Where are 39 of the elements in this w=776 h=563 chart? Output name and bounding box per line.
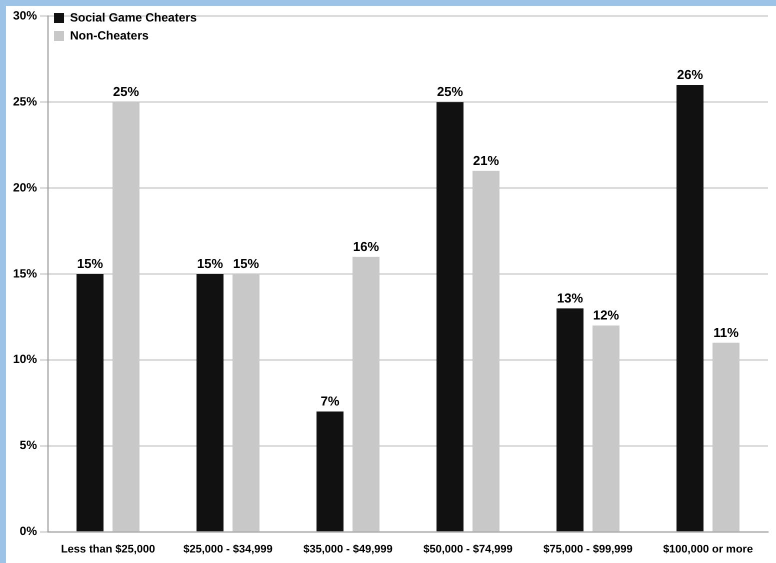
- x-tick-label: Less than $25,000: [60, 543, 156, 556]
- y-tick-label: 20%: [12, 180, 38, 194]
- bar: [352, 256, 380, 532]
- bar: [436, 102, 464, 532]
- bar: [592, 326, 620, 532]
- bar: [232, 274, 260, 532]
- x-tick-label: $50,000 - $74,999: [423, 543, 513, 556]
- data-label: 15%: [197, 256, 224, 272]
- bar: [196, 274, 224, 532]
- data-label: 25%: [436, 84, 464, 100]
- bar: [676, 84, 704, 532]
- y-tick-label: 30%: [12, 8, 38, 23]
- data-label: 25%: [113, 84, 140, 100]
- data-label: 13%: [556, 290, 584, 306]
- bar: [472, 170, 500, 532]
- data-label: 26%: [676, 67, 704, 82]
- x-tick-label: $35,000 - $49,999: [303, 543, 393, 556]
- data-label: 15%: [77, 256, 104, 272]
- data-label: 16%: [352, 238, 380, 254]
- legend-label: Social Game Cheaters: [70, 10, 198, 24]
- bar: [76, 274, 104, 532]
- x-tick-label: $25,000 - $34,999: [183, 543, 273, 556]
- bar: [556, 308, 584, 532]
- legend-label: Non-Cheaters: [70, 28, 150, 42]
- data-label: 11%: [713, 324, 740, 340]
- x-tick-label: $75,000 - $99,999: [543, 543, 633, 556]
- data-label: 21%: [472, 152, 500, 168]
- bar: [112, 102, 140, 532]
- x-tick-label: $100,000 or more: [663, 543, 753, 556]
- bar: [712, 342, 740, 532]
- data-label: 15%: [232, 256, 260, 272]
- y-tick-label: 15%: [12, 266, 38, 280]
- data-label: 7%: [320, 394, 340, 409]
- data-label: 12%: [592, 308, 620, 323]
- y-tick-label: 5%: [20, 438, 38, 452]
- y-tick-label: 10%: [12, 352, 38, 366]
- y-tick-label: 0%: [20, 524, 38, 538]
- bar: [316, 411, 344, 532]
- y-tick-label: 25%: [12, 94, 38, 108]
